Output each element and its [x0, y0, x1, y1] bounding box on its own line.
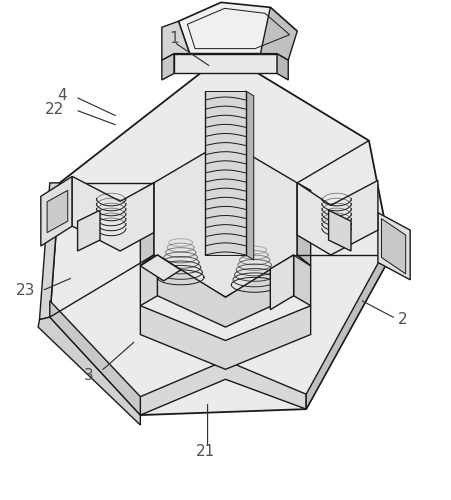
Polygon shape: [38, 317, 140, 425]
Polygon shape: [382, 218, 406, 274]
Polygon shape: [378, 212, 410, 280]
Text: 2: 2: [398, 312, 407, 327]
Polygon shape: [297, 183, 311, 266]
Polygon shape: [72, 176, 154, 251]
Text: 21: 21: [196, 444, 215, 459]
Polygon shape: [246, 91, 254, 260]
Polygon shape: [140, 183, 154, 266]
Polygon shape: [179, 2, 297, 54]
Polygon shape: [47, 190, 68, 232]
Text: 4: 4: [57, 88, 67, 104]
Polygon shape: [154, 140, 297, 297]
Polygon shape: [306, 239, 391, 409]
Polygon shape: [157, 255, 294, 327]
Polygon shape: [40, 183, 60, 320]
Polygon shape: [294, 255, 311, 306]
Polygon shape: [270, 255, 294, 310]
Polygon shape: [205, 91, 246, 255]
Polygon shape: [261, 8, 297, 60]
Polygon shape: [162, 54, 174, 80]
Polygon shape: [50, 300, 140, 415]
Text: 3: 3: [84, 368, 94, 383]
Polygon shape: [174, 54, 277, 74]
Polygon shape: [297, 180, 378, 255]
Polygon shape: [50, 54, 391, 415]
Text: 1: 1: [169, 31, 179, 46]
Polygon shape: [162, 22, 189, 60]
Polygon shape: [140, 360, 306, 415]
Polygon shape: [140, 255, 157, 306]
Polygon shape: [140, 255, 311, 306]
Text: 23: 23: [16, 284, 36, 298]
Polygon shape: [329, 210, 351, 251]
Text: 22: 22: [45, 102, 64, 118]
Polygon shape: [277, 54, 288, 80]
Polygon shape: [140, 306, 311, 370]
Polygon shape: [140, 255, 181, 281]
Polygon shape: [41, 176, 72, 246]
Polygon shape: [78, 210, 100, 251]
